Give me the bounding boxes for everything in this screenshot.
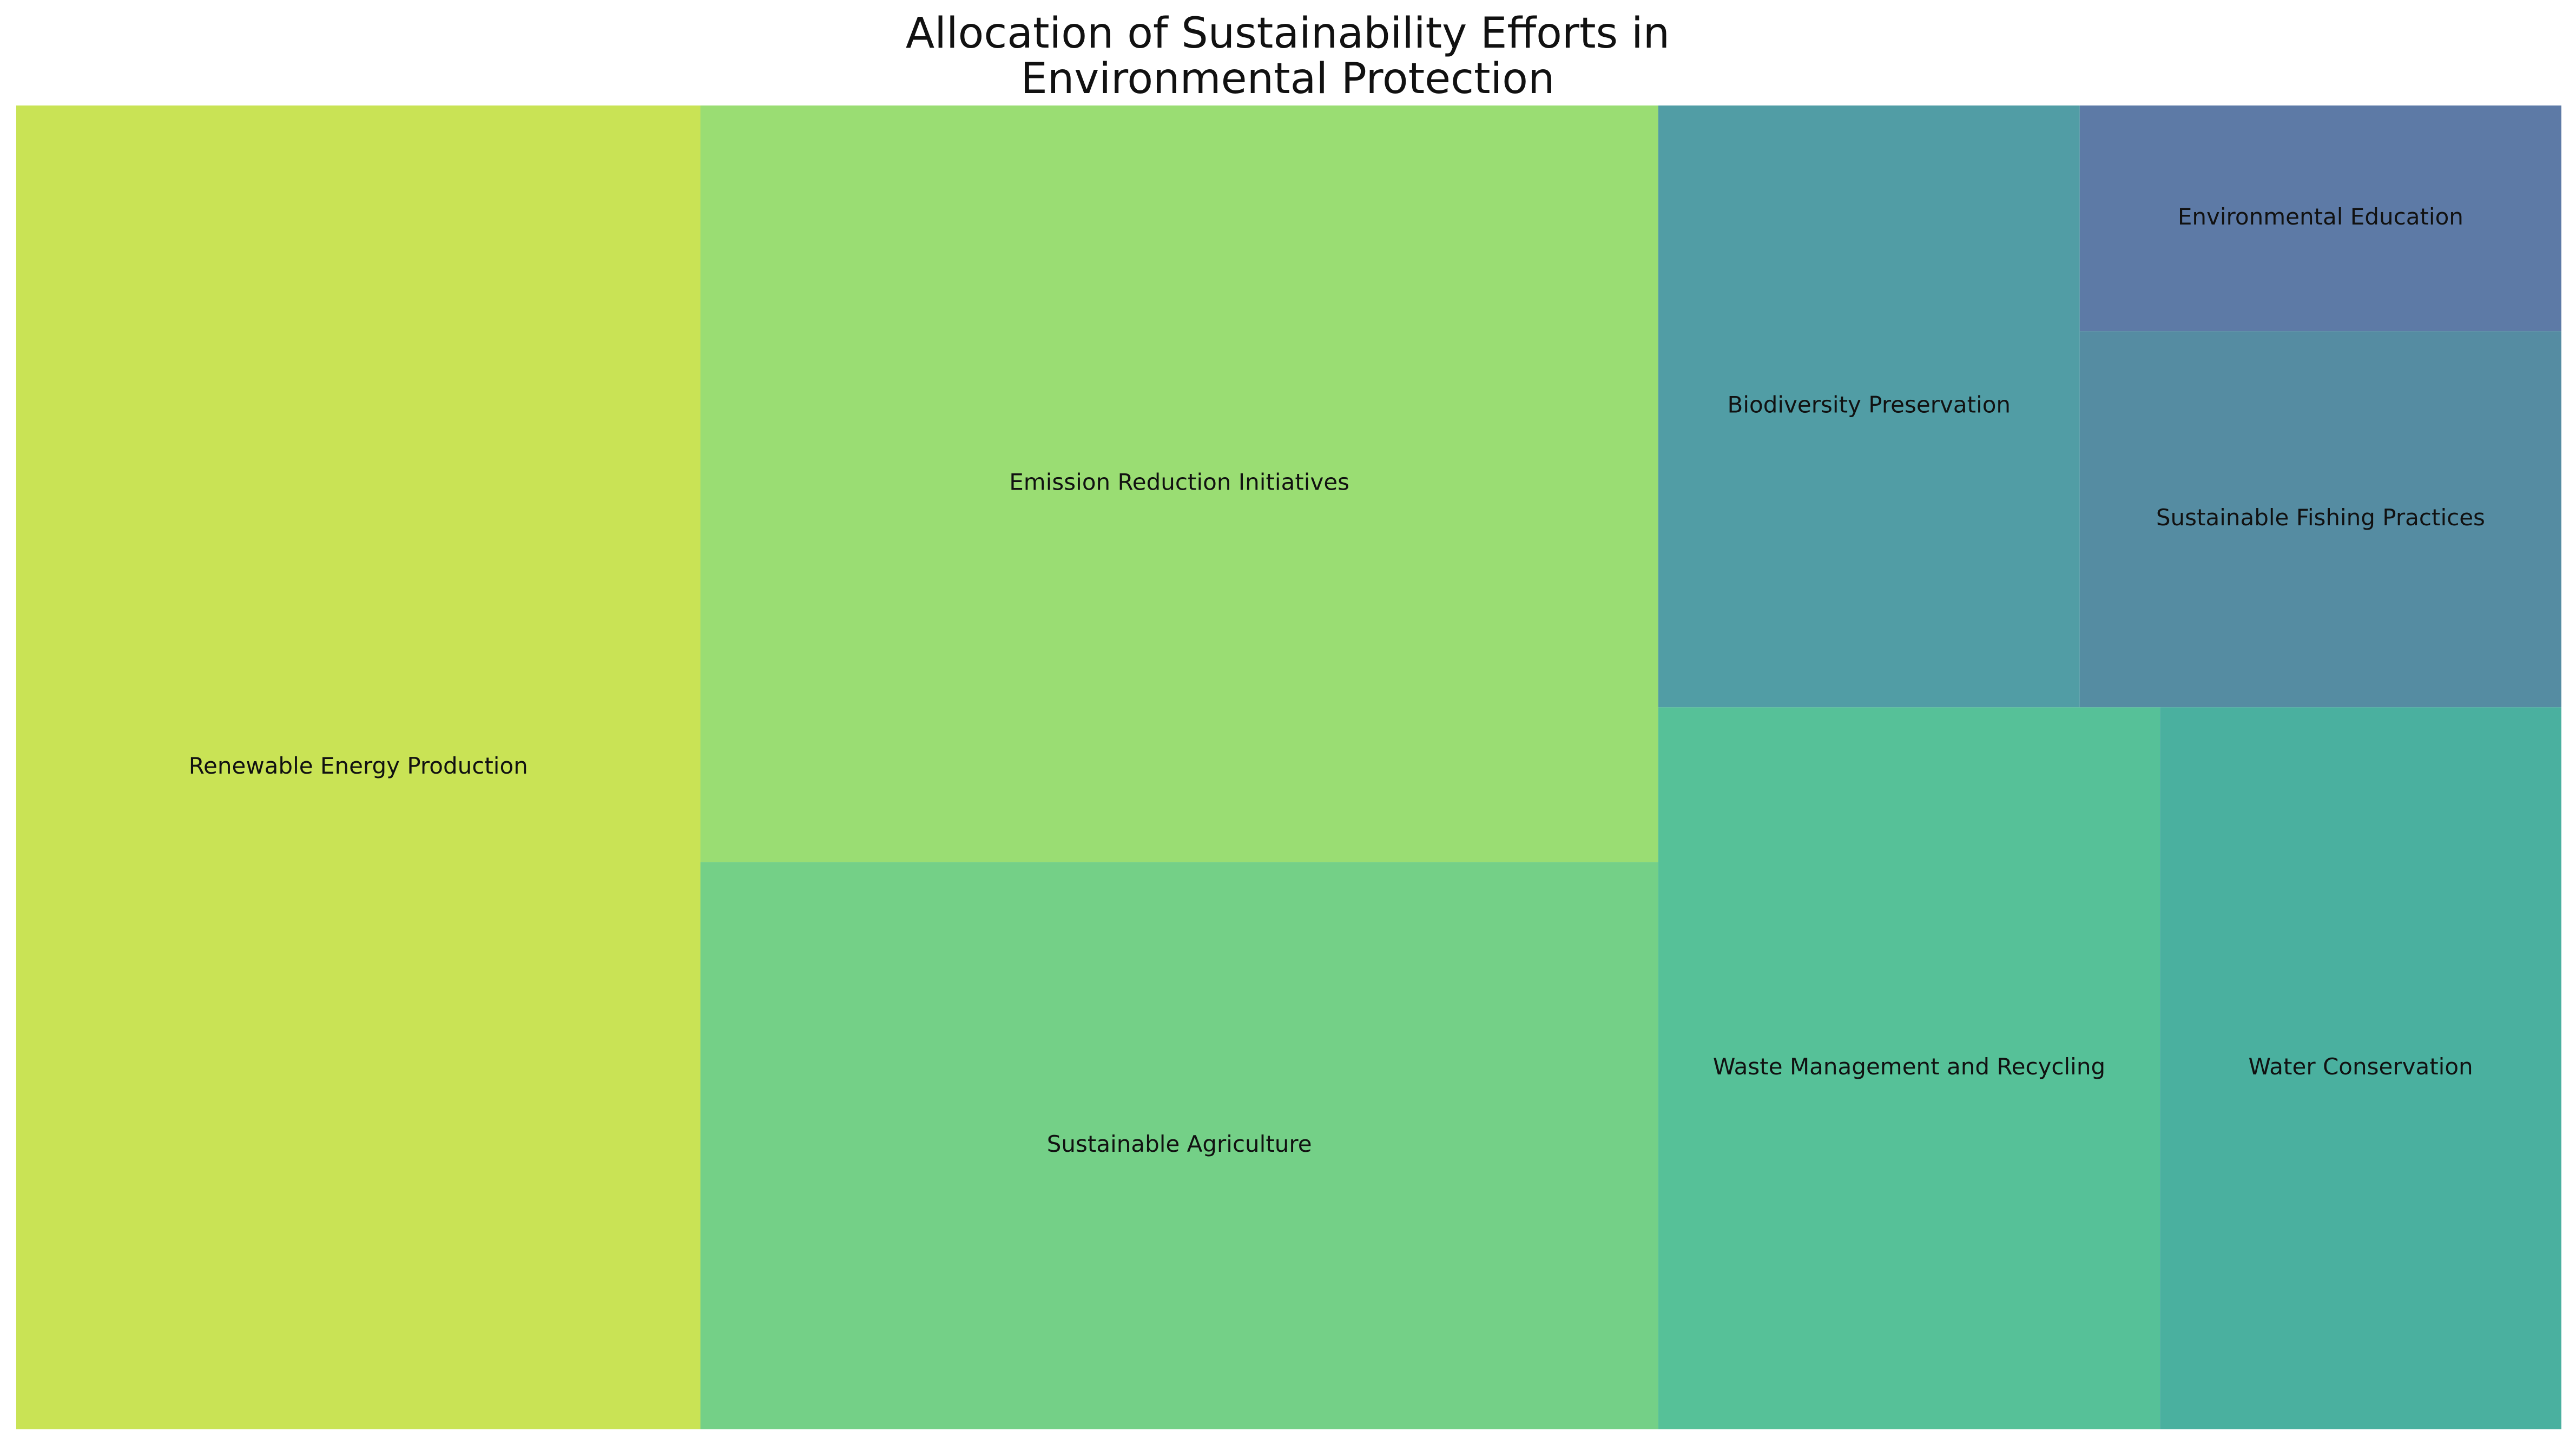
tile-label-emission-reduction-initiatives: Emission Reduction Initiatives <box>1009 469 1349 496</box>
tile-sustainable-agriculture <box>700 862 1658 1429</box>
tile-waste-management-and-recycling <box>1658 707 2160 1429</box>
chart-title-line-2: Environmental Protection <box>1021 55 1555 103</box>
tile-label-waste-management-and-recycling: Waste Management and Recycling <box>1713 1053 2105 1080</box>
treemap-tiles: Renewable Energy Production Emission Redu… <box>16 105 2561 1429</box>
tile-label-water-conservation: Water Conservation <box>2248 1053 2473 1080</box>
tile-label-biodiversity-preservation: Biodiversity Preservation <box>1728 392 2011 418</box>
tile-biodiversity-preservation <box>1658 105 2080 708</box>
tile-renewable-energy-production <box>16 105 701 1429</box>
tile-emission-reduction-initiatives <box>700 105 1658 862</box>
tile-label-environmental-education: Environmental Education <box>2178 203 2463 230</box>
chart-title-line-1: Allocation of Sustainability Efforts in <box>906 9 1670 58</box>
tile-environmental-education <box>2079 105 2561 332</box>
tile-label-sustainable-agriculture: Sustainable Agriculture <box>1047 1131 1312 1157</box>
tile-sustainable-fishing-practices <box>2079 331 2561 708</box>
tile-label-renewable-energy-production: Renewable Energy Production <box>189 753 528 779</box>
tile-label-sustainable-fishing-practices: Sustainable Fishing Practices <box>2156 504 2485 531</box>
tile-water-conservation <box>2160 707 2561 1429</box>
